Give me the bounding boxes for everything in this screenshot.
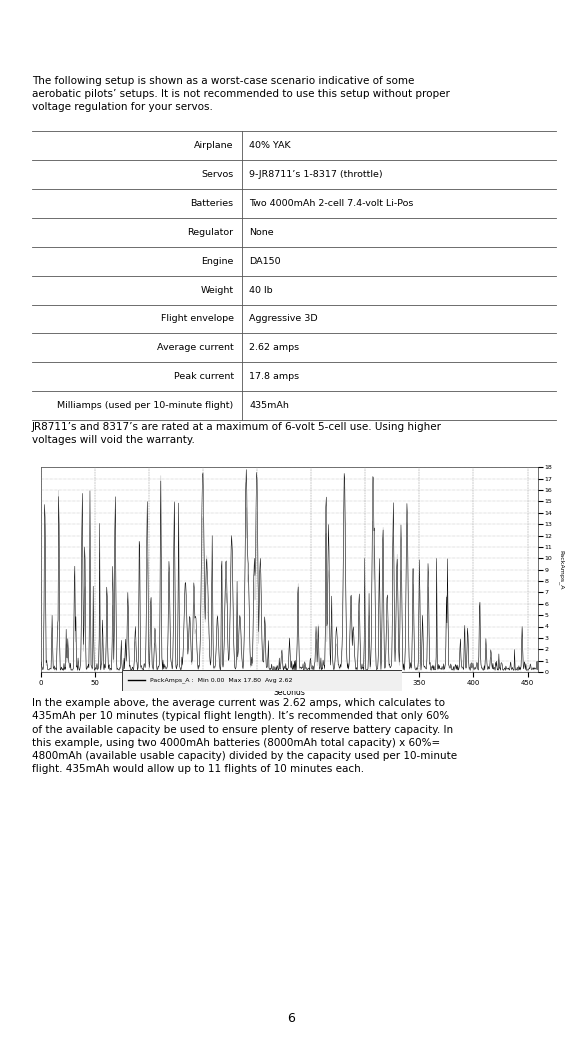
X-axis label: Seconds: Seconds [274,689,306,697]
Text: 2.62 amps: 2.62 amps [249,343,300,353]
Text: 40 lb: 40 lb [249,286,273,295]
Text: Weight: Weight [201,286,233,295]
Text: PackAmps_A :  Min 0.00  Max 17.80  Avg 2.62: PackAmps_A : Min 0.00 Max 17.80 Avg 2.62 [150,677,293,684]
Text: Aggressive 3D: Aggressive 3D [249,314,318,323]
Text: DA150: DA150 [249,256,281,266]
Text: 17.8 amps: 17.8 amps [249,372,300,381]
Text: 435mAh: 435mAh [249,401,289,411]
Text: Average current: Average current [157,343,233,353]
Text: None: None [249,228,274,237]
Text: The following setup is shown as a worst-case scenario indicative of some
aerobat: The following setup is shown as a worst-… [32,76,450,112]
Text: Engine: Engine [201,256,233,266]
Text: 40% YAK: 40% YAK [249,141,291,150]
Text: Peak current: Peak current [173,372,233,381]
Text: Servos: Servos [201,170,233,180]
Text: Milliamps (used per 10-minute flight): Milliamps (used per 10-minute flight) [58,401,233,411]
FancyBboxPatch shape [122,670,402,691]
Text: Airplane: Airplane [194,141,233,150]
Text: 6: 6 [287,1012,295,1025]
Text: In the example above, the average current was 2.62 amps, which calculates to
435: In the example above, the average curren… [32,698,457,774]
Text: EN: EN [16,14,35,26]
Text: Two 4000mAh 2-cell 7.4-volt Li-Pos: Two 4000mAh 2-cell 7.4-volt Li-Pos [249,198,414,208]
Text: Regulator: Regulator [187,228,233,237]
Text: 9-JR8711’s 1-8317 (throttle): 9-JR8711’s 1-8317 (throttle) [249,170,383,180]
Text: JR8711’s and 8317’s are rated at a maximum of 6-volt 5-cell use. Using higher
vo: JR8711’s and 8317’s are rated at a maxim… [32,422,442,445]
Text: Batteries: Batteries [190,198,233,208]
Text: Flight envelope: Flight envelope [161,314,233,323]
Y-axis label: PackAmps_A: PackAmps_A [558,550,563,589]
